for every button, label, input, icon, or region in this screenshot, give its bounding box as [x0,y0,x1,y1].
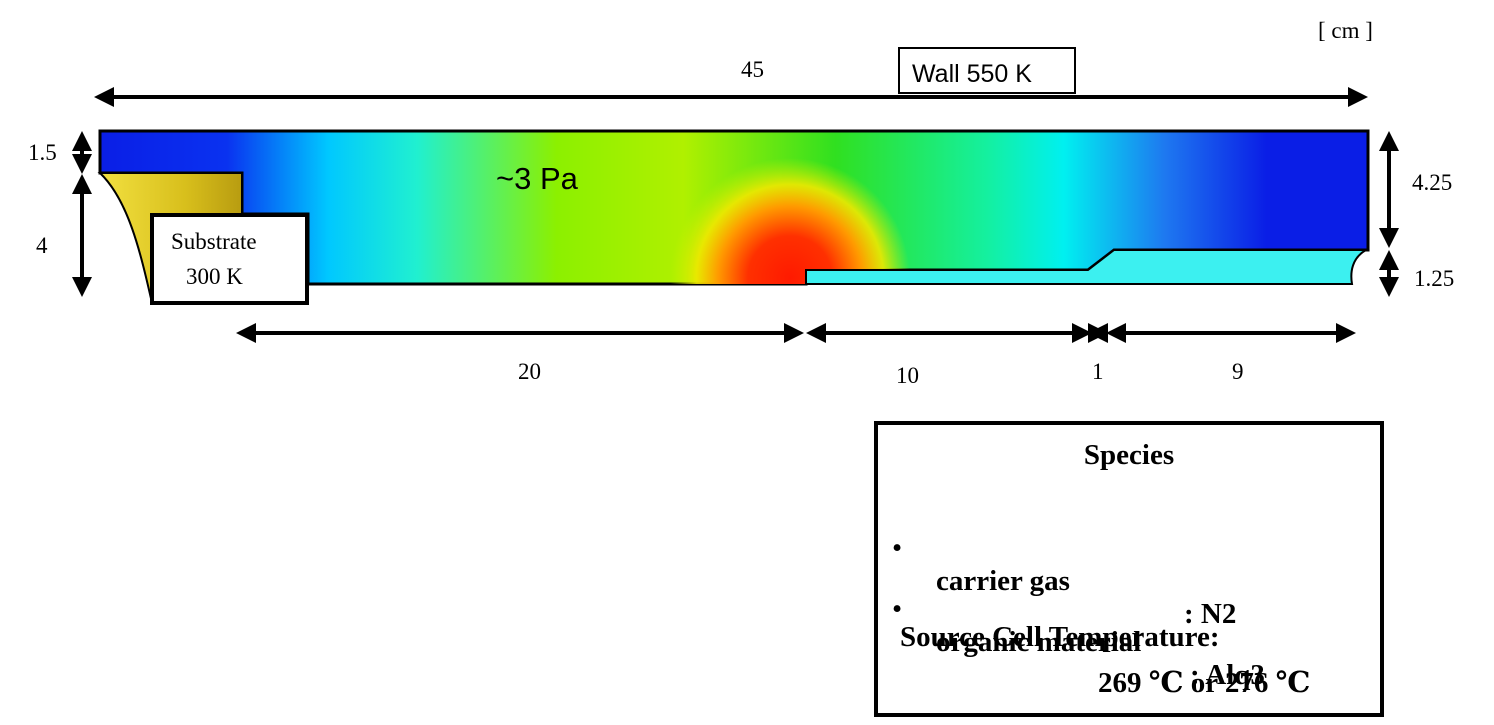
source-cell-temp-values: 269 ℃ or 276 ℃ [1098,667,1311,699]
source-cell-region [805,249,1370,285]
species-item-label: carrier gas [936,565,1070,597]
label-seg1: 20 [518,359,541,384]
wall-label: Wall 550 K [912,60,1032,88]
label-substrate-height: 4 [36,233,48,258]
label-seg3: 1 [1092,359,1104,384]
species-item-value: : N2 [1184,598,1237,630]
source-cell-temp-title: Source Cell Temperature: [900,621,1220,653]
bullet-icon: • [892,593,903,625]
wall-label-box: Wall 550 K [898,47,1076,94]
label-top-gap: 1.5 [28,140,57,165]
pressure-label: ~3 Pa [496,161,579,196]
species-item-label: organic material [936,626,1142,658]
label-right-upper: 4.25 [1412,170,1452,195]
species-info-box: Species • carrier gas : N2 • organic mat… [874,421,1384,717]
species-item-value: : Alq3 [1190,659,1265,691]
label-right-lower: 1.25 [1414,266,1454,291]
unit-label: [ cm ] [1318,18,1373,43]
substrate-label-line2: 300 K [186,264,243,289]
label-seg2: 10 [896,363,919,388]
substrate-label-line1: Substrate [171,229,257,254]
species-item-organic-material: • organic material : Alq3 [892,560,1265,725]
dimension-arrows [72,87,1399,343]
bullet-icon: • [892,532,903,564]
label-seg4: 9 [1232,359,1244,384]
species-item-carrier-gas: • carrier gas : N2 [892,499,1236,664]
label-total-length: 45 [741,57,764,82]
flow-domain [98,129,1370,286]
species-title: Species [1083,439,1175,471]
substrate-label-box: Substrate 300 K [150,213,309,305]
